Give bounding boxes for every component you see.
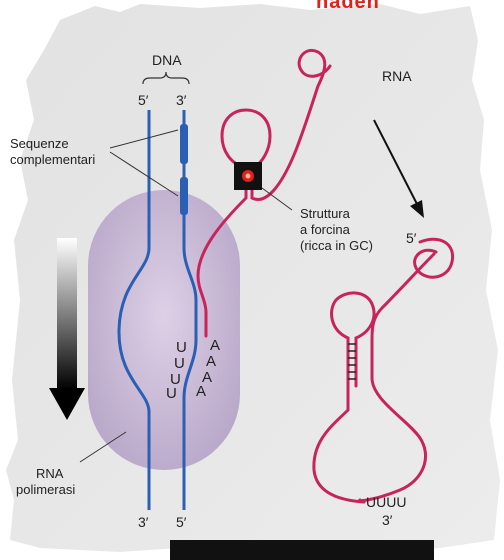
pointer-complementary-2 (109, 151, 179, 197)
dna-strand-left (117, 110, 151, 510)
dna-title: DNA (152, 52, 182, 68)
release-arrow-head (410, 200, 424, 218)
dna-brace (142, 71, 190, 85)
nascent-rna (196, 49, 332, 338)
release-arrow-line (373, 119, 419, 207)
header-fragment: naden (316, 0, 380, 13)
hairpin-stem-core (245, 173, 251, 179)
dna-right-top-end: 3′ (176, 92, 187, 108)
released-hairpin-rungs (348, 343, 356, 380)
complementary-mark-2 (180, 177, 188, 215)
base-a-3: A (202, 369, 213, 386)
complementary-mark-1 (180, 124, 188, 164)
base-u-2: U (174, 355, 185, 372)
released-hairpin (330, 291, 376, 388)
base-u-4: U (166, 385, 177, 402)
hairpin-label-line2: a forcina (300, 222, 350, 237)
pointer-polymerase (79, 431, 127, 463)
background-panel (6, 4, 500, 552)
base-u-3: U (170, 371, 181, 388)
hairpin-label-line3: (ricca in GC) (300, 238, 373, 253)
pointer-hairpin (261, 187, 293, 211)
released-5prime: 5′ (406, 230, 417, 246)
dna-left-top-end: 5′ (138, 92, 149, 108)
complementary-label-line1: Sequenze (10, 136, 69, 151)
pointer-complementary-1 (109, 129, 179, 149)
direction-arrow (49, 238, 85, 420)
released-tail-label: UUUU (366, 494, 407, 510)
rna-top-label: RNA (382, 68, 412, 84)
released-tail (312, 384, 366, 504)
dna-strand-right (182, 110, 198, 510)
base-a-2: A (206, 353, 217, 370)
base-a-4: A (196, 383, 207, 400)
hairpin-label-line1: Struttura (300, 206, 350, 221)
polymerase-label-line1: RNA (36, 466, 64, 481)
complementary-label-line2: complementari (10, 152, 96, 167)
base-a-1: A (210, 337, 221, 354)
polymerase-label-line2: polimerasi (16, 482, 76, 497)
base-u-1: U (176, 339, 187, 356)
bottom-bar (170, 540, 434, 560)
dna-left-bottom-end: 3′ (138, 514, 149, 530)
released-rna (358, 237, 455, 503)
released-3prime: 3′ (382, 512, 393, 528)
dna-right-bottom-end: 5′ (176, 514, 187, 530)
